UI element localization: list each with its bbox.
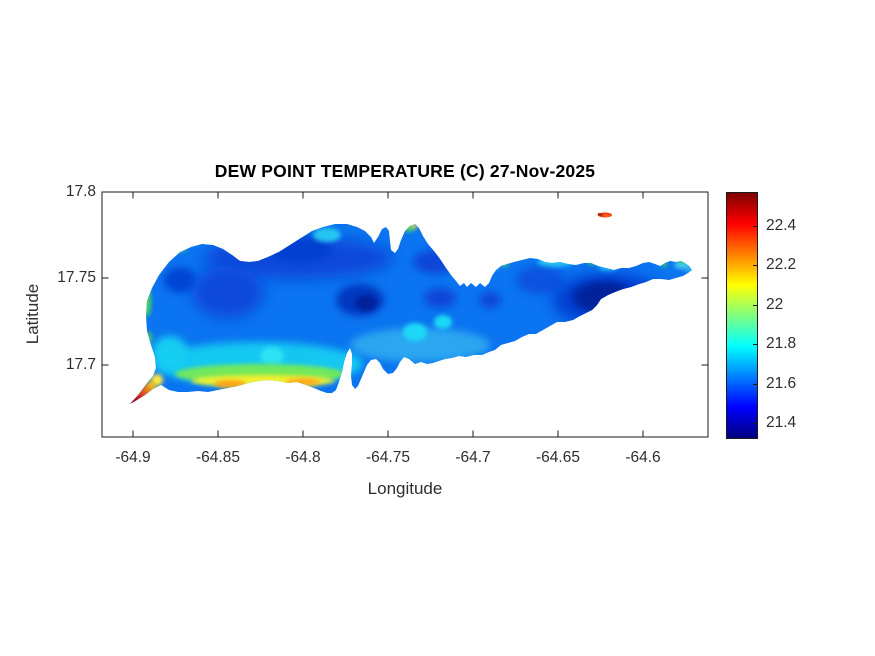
x-tick-label-64-85: -64.85	[196, 449, 240, 466]
colorbar-tick	[753, 265, 757, 266]
x-tick-label-64-6: -64.6	[625, 449, 661, 466]
warm-spot-southwest-tip	[130, 374, 163, 404]
y-tick-label-17-8: 17.8	[65, 183, 96, 200]
warm-islet-offshore	[597, 212, 612, 218]
y-axis-label: Latitude	[23, 283, 42, 345]
y-tick-label-17-75: 17.75	[57, 269, 96, 286]
colorbar-tick	[753, 384, 757, 385]
x-tick-label-64-65: -64.65	[536, 449, 580, 466]
island-landmass	[130, 224, 692, 404]
colorbar-label-22-2: 22.2	[766, 256, 797, 273]
x-tick-label-64-7: -64.7	[455, 449, 491, 466]
colorbar-label-21-6: 21.6	[766, 375, 797, 392]
x-tick-marks	[132, 192, 644, 437]
chart-title: DEW POINT TEMPERATURE (C) 27-Nov-2025	[214, 161, 596, 181]
colorbar-label-21-8: 21.8	[766, 335, 797, 352]
x-tick-label-64-75: -64.75	[366, 449, 410, 466]
x-tick-label-64-8: -64.8	[285, 449, 321, 466]
y-tick-marks	[102, 191, 708, 366]
colorbar-gradient	[726, 192, 758, 439]
colorbar-tick	[753, 226, 757, 227]
colorbar-label-22: 22	[766, 296, 784, 313]
colorbar-label-22-4: 22.4	[766, 217, 797, 234]
colorbar-label-21-4: 21.4	[766, 414, 797, 431]
x-axis-label: Longitude	[367, 479, 443, 498]
colorbar-tick	[753, 423, 757, 424]
colorbar-tick	[753, 305, 757, 306]
x-tick-label-64-9: -64.9	[115, 449, 151, 466]
y-tick-label-17-7: 17.7	[65, 356, 96, 373]
axes-box	[101, 191, 709, 438]
colorbar-tick	[753, 344, 757, 345]
